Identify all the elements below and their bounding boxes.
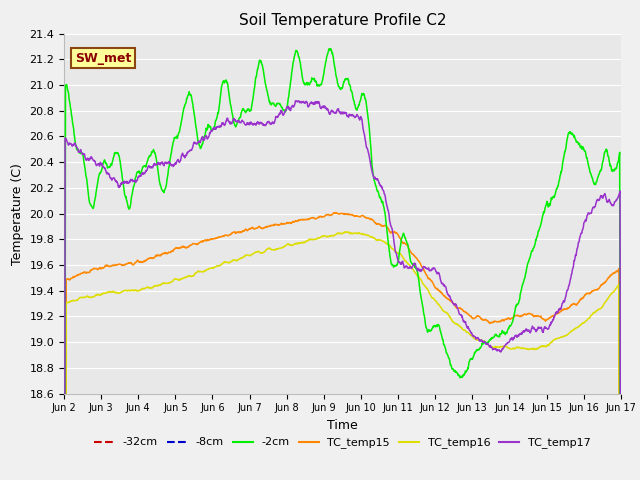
Legend: -32cm, -8cm, -2cm, TC_temp15, TC_temp16, TC_temp17: -32cm, -8cm, -2cm, TC_temp15, TC_temp16,…: [90, 433, 595, 453]
Y-axis label: Temperature (C): Temperature (C): [11, 163, 24, 264]
Title: Soil Temperature Profile C2: Soil Temperature Profile C2: [239, 13, 446, 28]
X-axis label: Time: Time: [327, 419, 358, 432]
Text: SW_met: SW_met: [75, 51, 131, 65]
